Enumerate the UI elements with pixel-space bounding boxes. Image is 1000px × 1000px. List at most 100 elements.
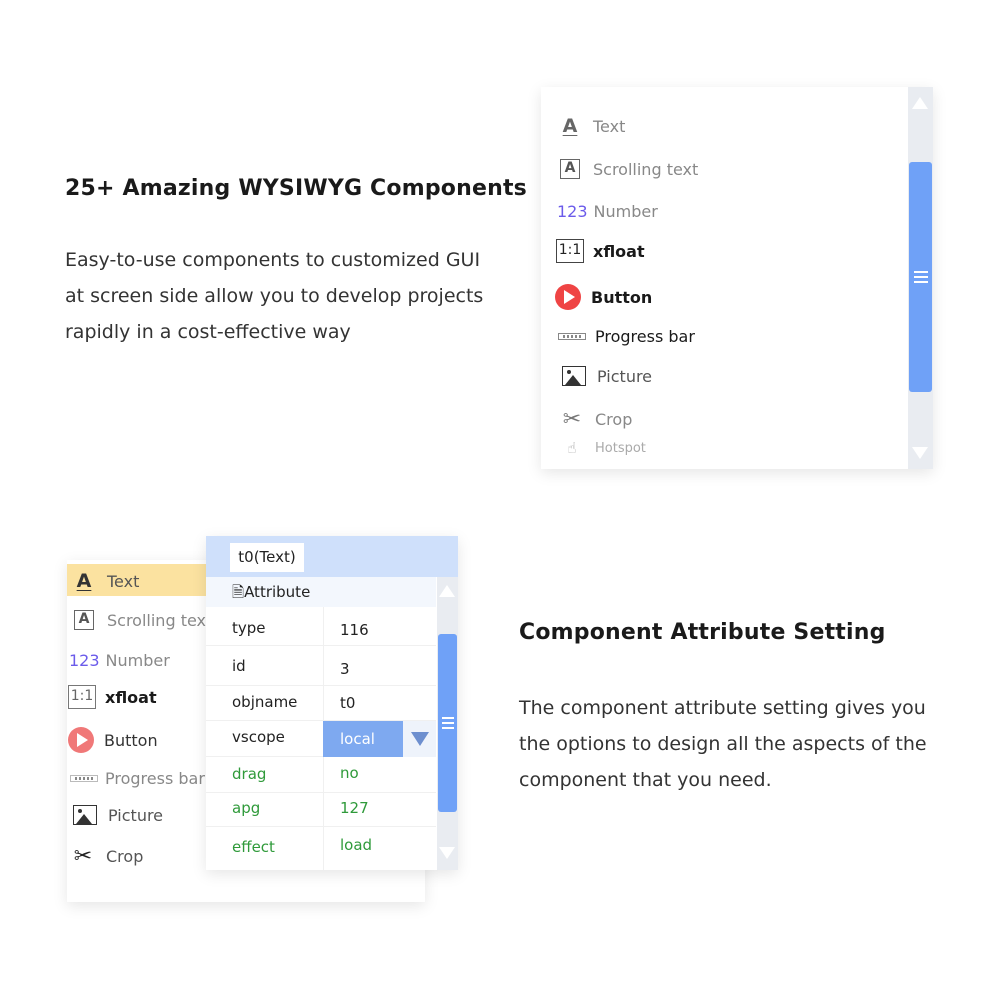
document-icon: 🗎 (232, 583, 245, 601)
component-button[interactable]: Button (555, 284, 652, 310)
section1-description: Easy-to-use components to customized GUI… (65, 242, 483, 350)
component-number[interactable]: 123 Number (557, 202, 658, 221)
play-button-icon (555, 284, 581, 310)
label: Hotspot (595, 440, 646, 456)
component-xfloat[interactable]: 1:1 xfloat (67, 685, 157, 709)
tab-t0[interactable]: t0(Text) (230, 543, 304, 572)
boxed-a-icon: A (557, 159, 583, 179)
vscope-select[interactable]: local (323, 721, 403, 757)
picture-icon (72, 805, 98, 825)
hotspot-icon: ☝ (567, 439, 577, 457)
label: Text (593, 116, 626, 136)
component-text[interactable]: A Text (557, 115, 626, 137)
picture-icon (561, 366, 587, 386)
attr-value[interactable]: t0 (340, 694, 356, 712)
attr-value[interactable]: 3 (340, 660, 350, 678)
component-crop[interactable]: ✂ Crop (559, 407, 633, 432)
attr-value[interactable]: 127 (340, 799, 369, 817)
attr-key: id (232, 657, 246, 675)
label: Number (105, 651, 170, 670)
scrollbar-thumb[interactable] (909, 162, 932, 392)
label: Progress bar (595, 327, 695, 346)
table-row: type 116 (206, 607, 436, 646)
component-progress-bar[interactable]: Progress bar (557, 327, 695, 346)
table-row: objname t0 (206, 686, 436, 721)
attr-value[interactable]: no (340, 764, 359, 782)
attr-key: vscope (232, 728, 285, 746)
number-icon: 123 (69, 651, 100, 670)
selected-highlight (67, 564, 207, 596)
scroll-up-icon[interactable] (439, 585, 455, 597)
ratio-icon: 1:1 (555, 239, 585, 263)
label: Picture (597, 366, 653, 386)
section2-description: The component attribute setting gives yo… (519, 690, 927, 798)
scroll-down-icon[interactable] (439, 847, 455, 859)
component-crop[interactable]: ✂ Crop (70, 844, 144, 869)
section2-title: Component Attribute Setting (519, 620, 886, 645)
label: Progress bar (105, 769, 205, 788)
scissors-icon: ✂ (73, 844, 93, 869)
desc-line: component that you need. (519, 769, 772, 791)
ratio-icon: 1:1 (67, 685, 97, 709)
attr-key: apg (232, 799, 261, 817)
label: Button (591, 287, 653, 307)
desc-line: the options to design all the aspects of… (519, 733, 927, 755)
label: Number (593, 202, 658, 221)
scrollbar[interactable] (437, 577, 458, 870)
component-picture[interactable]: Picture (72, 805, 163, 825)
section1-title: 25+ Amazing WYSIWYG Components (65, 176, 527, 201)
progress-bar-icon (69, 775, 99, 782)
boxed-a-icon: A (71, 610, 97, 630)
scroll-up-icon[interactable] (912, 97, 928, 109)
label: Scrolling text (107, 610, 213, 630)
attr-key: drag (232, 765, 267, 783)
scrollbar-thumb[interactable] (438, 634, 457, 812)
table-row: effect load (206, 827, 436, 870)
grip-icon (913, 271, 928, 283)
component-hotspot[interactable]: ☝ Hotspot (559, 439, 646, 457)
number-icon: 123 (557, 202, 588, 221)
desc-line: rapidly in a cost-effective way (65, 321, 351, 343)
label: Crop (106, 847, 144, 866)
label: Crop (595, 410, 633, 429)
attr-key: type (232, 619, 266, 637)
component-button[interactable]: Button (68, 727, 158, 753)
label: Button (104, 730, 158, 750)
attr-value[interactable]: 116 (340, 621, 369, 639)
attribute-header: 🗎Attribute (206, 577, 436, 607)
component-text[interactable]: A Text (71, 570, 140, 592)
scissors-icon: ✂ (562, 407, 582, 432)
component-number[interactable]: 123 Number (69, 651, 170, 670)
chevron-down-icon (411, 732, 429, 746)
component-list-top: A Text A Scrolling text 123 Number 1:1 xfloa… (541, 87, 933, 469)
desc-line: Easy-to-use components to customized GUI (65, 249, 481, 271)
label: xfloat (593, 241, 645, 261)
label: Text (107, 571, 140, 591)
attribute-panel: t0(Text) 🗎Attribute type 116 id 3 objname t… (206, 536, 458, 870)
component-picture[interactable]: Picture (561, 366, 652, 386)
progress-bar-icon (557, 333, 587, 340)
attr-value[interactable]: load (340, 836, 373, 854)
table-row: apg 127 (206, 793, 436, 827)
label: xfloat (105, 687, 157, 707)
component-xfloat[interactable]: 1:1 xfloat (555, 239, 645, 263)
component-scrolling-text[interactable]: A Scrolling text (557, 159, 698, 179)
desc-line: at screen side allow you to develop proj… (65, 285, 484, 307)
component-scrolling-text[interactable]: A Scrolling text (71, 610, 212, 630)
table-row: id 3 (206, 646, 436, 686)
dropdown-button[interactable] (403, 721, 436, 757)
label: Scrolling text (593, 159, 699, 179)
attribute-header-label: Attribute (244, 583, 311, 601)
text-underline-icon: A (76, 570, 92, 592)
scrollbar[interactable] (908, 87, 933, 469)
component-progress-bar[interactable]: Progress bar (69, 769, 205, 788)
scroll-down-icon[interactable] (912, 447, 928, 459)
table-row: vscope local (206, 721, 436, 757)
ratio-icon-text: 1:1 (555, 239, 585, 263)
ratio-icon-text: 1:1 (67, 685, 97, 709)
desc-line: The component attribute setting gives yo… (519, 697, 926, 719)
table-row: drag no (206, 757, 436, 793)
attr-key: effect (232, 838, 275, 856)
attr-key: objname (232, 693, 298, 711)
play-button-icon (68, 727, 94, 753)
